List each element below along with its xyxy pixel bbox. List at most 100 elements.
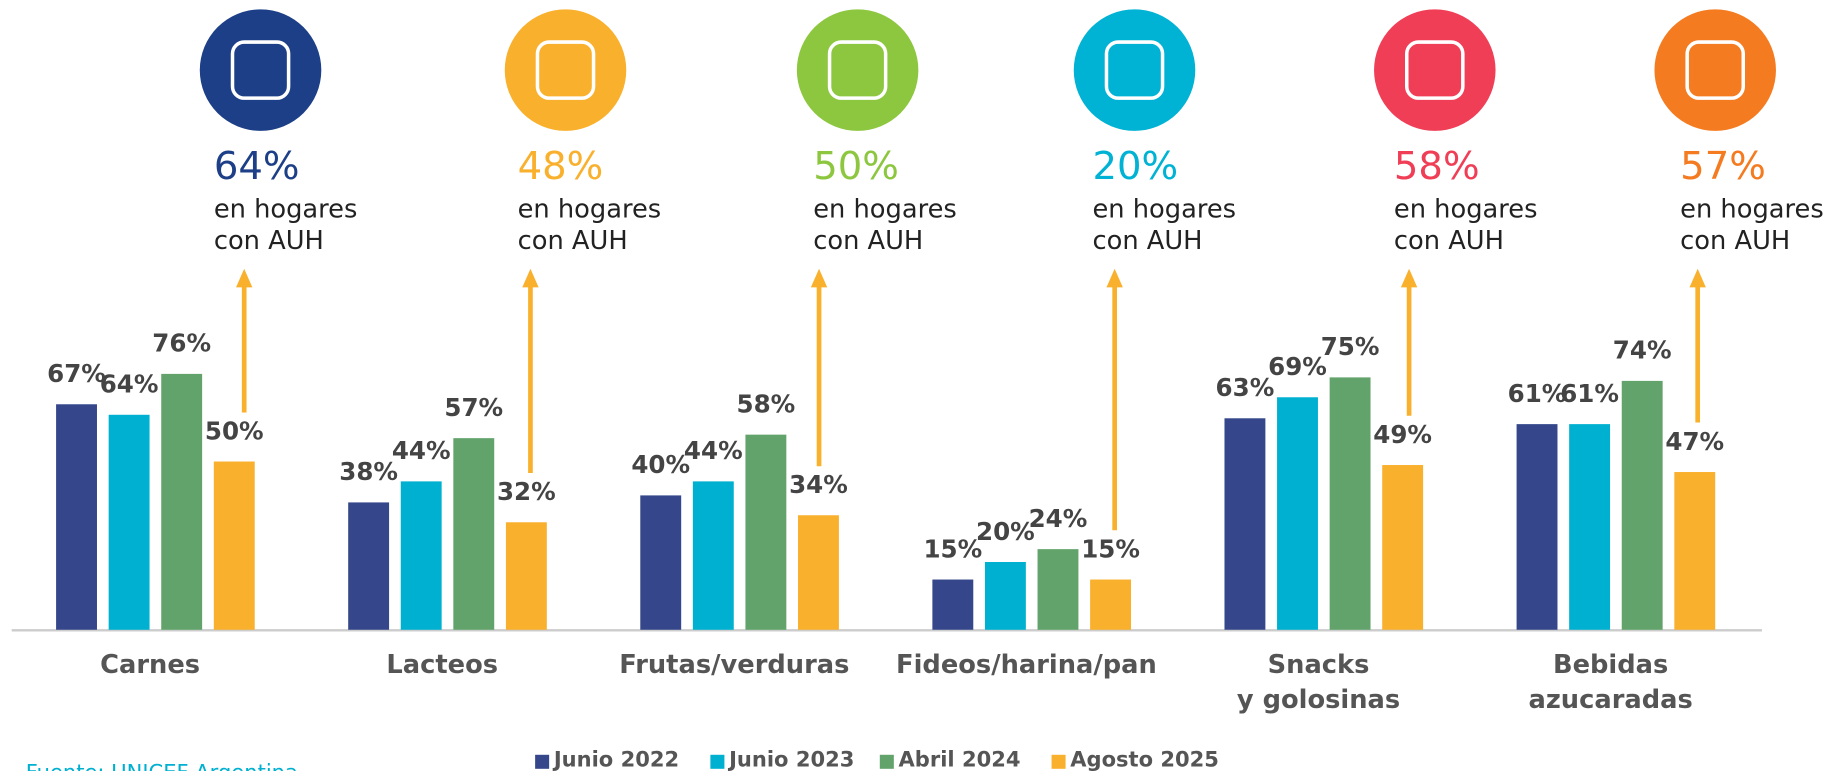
annotation-text: con AUH — [1680, 226, 1791, 256]
annotation-value: 20% — [1092, 142, 1179, 189]
value-label: 75% — [1320, 332, 1380, 362]
value-label: 44% — [391, 437, 451, 466]
icon-circle — [199, 9, 322, 131]
arrow-head — [1689, 268, 1706, 288]
legend-swatch — [1051, 754, 1066, 769]
value-label: 15% — [1081, 534, 1140, 563]
icon — [1104, 40, 1165, 100]
category-label: Frutas/verduras — [619, 650, 850, 681]
annotation-value: 48% — [517, 142, 604, 189]
legend-swatch — [535, 754, 550, 769]
bar — [1621, 380, 1663, 630]
bar — [400, 481, 442, 630]
value-label: 61% — [1507, 380, 1567, 409]
icon-circle — [1073, 9, 1196, 131]
icon — [1405, 40, 1465, 100]
arrow-head — [810, 268, 828, 288]
arrow-head — [236, 268, 253, 288]
legend-label: Abril 2024 — [898, 747, 1021, 771]
bar — [1090, 579, 1132, 630]
category-label: Bebidas azucaradas — [1528, 650, 1693, 716]
bar — [1037, 549, 1079, 630]
bar — [161, 374, 203, 630]
value-label: 67% — [47, 359, 106, 388]
annotation-text: en hogares — [517, 195, 662, 225]
bar — [1516, 424, 1558, 630]
bar — [745, 434, 787, 630]
legend-label: Junio 2023 — [729, 747, 855, 771]
value-label: 24% — [1028, 504, 1088, 533]
icon-circle — [504, 9, 627, 131]
bar — [213, 461, 255, 630]
bar — [640, 495, 682, 630]
bar — [1382, 464, 1424, 630]
value-label: 64% — [99, 369, 159, 399]
legend-swatch — [710, 754, 725, 769]
icon-circle — [796, 9, 919, 131]
value-label: 61% — [1560, 380, 1619, 409]
value-label: 63% — [1215, 373, 1275, 402]
legend-label: Agosto 2025 — [1070, 747, 1219, 771]
annotation-text: en hogares — [1092, 195, 1237, 225]
icon-circle — [1654, 9, 1776, 131]
value-label: 76% — [152, 329, 212, 358]
value-label: 38% — [339, 457, 398, 486]
annotation-text: en hogares — [1393, 195, 1538, 225]
annotation-value: 57% — [1680, 142, 1766, 189]
bar — [1329, 377, 1371, 630]
bar — [348, 501, 390, 630]
icon-circle — [1374, 9, 1496, 131]
bar — [1277, 397, 1318, 630]
value-label: 40% — [631, 450, 691, 479]
annotation-text: en hogares — [813, 195, 957, 225]
value-label: 15% — [923, 534, 983, 563]
category-label: Snacks y golosinas — [1236, 650, 1401, 716]
legend-label: Junio 2022 — [553, 747, 680, 771]
annotation-text: en hogares — [1680, 195, 1824, 225]
bar — [1569, 424, 1611, 630]
annotation-text: con AUH — [1092, 226, 1203, 256]
category-label: Fideos/harina/pan — [896, 650, 1157, 681]
annotation-text: con AUH — [813, 226, 924, 256]
annotation-text: con AUH — [1393, 226, 1504, 256]
arrow-head — [1106, 268, 1123, 288]
bar — [108, 414, 150, 630]
category-label: Lacteos — [386, 650, 499, 681]
bar — [453, 437, 495, 630]
icon — [230, 40, 291, 100]
value-label: 34% — [789, 470, 848, 499]
value-label: 44% — [683, 437, 743, 466]
icon — [827, 40, 888, 100]
legend-swatch — [879, 754, 894, 769]
value-label: 32% — [496, 477, 556, 506]
bar — [984, 562, 1026, 630]
value-label: 69% — [1268, 353, 1327, 382]
arrow-head — [1400, 268, 1418, 288]
annotation-text: con AUH — [213, 226, 324, 256]
annotation-value: 58% — [1393, 142, 1480, 189]
value-label: 47% — [1665, 427, 1725, 456]
value-label: 50% — [204, 417, 264, 446]
source: Fuente: UNICEF Argentina — [26, 757, 298, 771]
arrow-head — [522, 268, 539, 288]
bar — [56, 404, 97, 630]
icon — [1685, 40, 1746, 100]
bar — [932, 579, 974, 630]
bar — [798, 515, 839, 630]
bar — [1674, 471, 1716, 630]
annotation-value: 64% — [213, 142, 300, 189]
bar — [1224, 417, 1266, 630]
value-label: 20% — [976, 518, 1035, 547]
icon — [535, 40, 596, 100]
value-label: 58% — [736, 390, 796, 419]
value-label: 74% — [1612, 336, 1672, 365]
category-label: Carnes — [100, 650, 201, 681]
annotation-text: en hogares — [213, 195, 358, 225]
annotation-text: con AUH — [517, 226, 628, 256]
bar — [692, 481, 734, 630]
value-label: 57% — [444, 393, 504, 422]
annotation-value: 50% — [813, 142, 899, 189]
